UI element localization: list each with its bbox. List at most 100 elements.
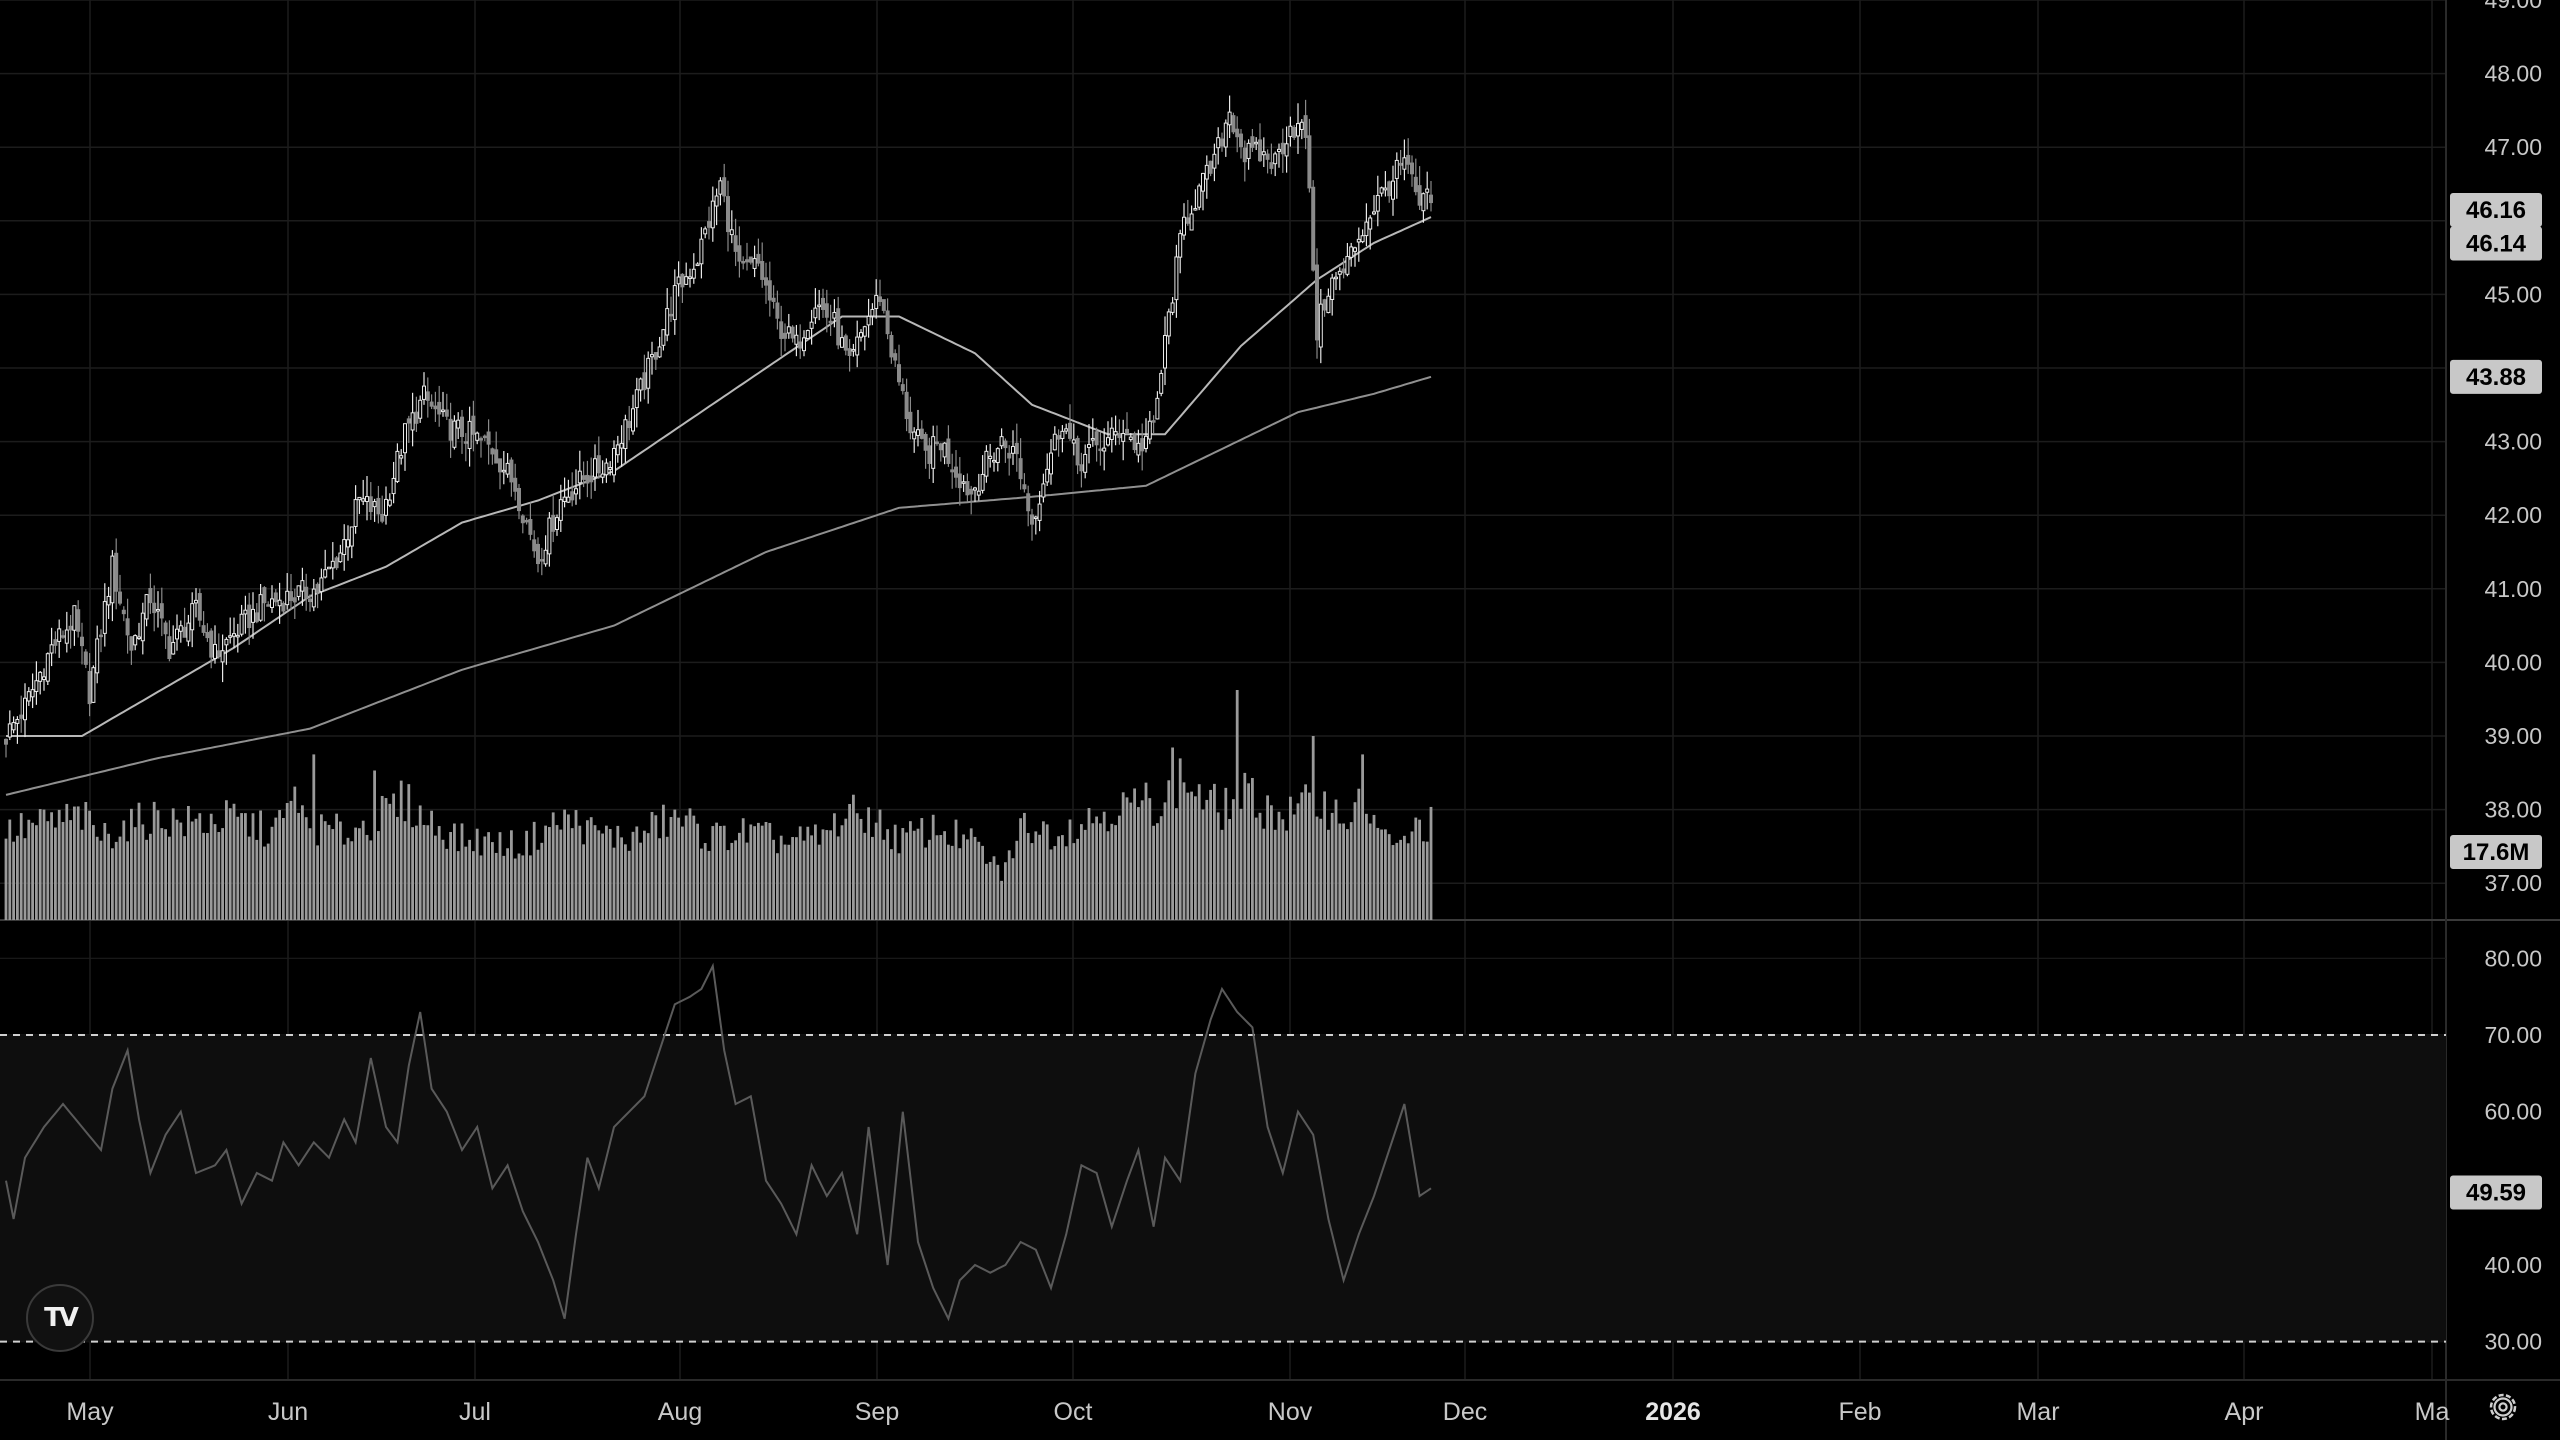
volume-bar [662,804,665,920]
candle-body [1071,439,1076,444]
candle-body [1178,233,1183,258]
volume-bar [1095,816,1098,920]
volume-bar [441,839,445,920]
volume-bar [669,817,673,920]
candle-body [254,612,259,623]
candle-body [1109,427,1114,440]
volume-bar [1148,798,1152,920]
volume-bar [1327,829,1330,920]
volume-bar [605,825,608,920]
volume-bar [274,817,278,920]
candle-body [688,276,692,279]
settings-gear-icon[interactable] [2486,1390,2520,1424]
volume-bar [1414,817,1418,920]
volume-bar [1216,812,1220,920]
candle-body [1280,142,1285,155]
candle-body [604,462,609,476]
volume-bar [1330,812,1334,920]
candle-body [1239,133,1243,148]
volume-bar [555,825,559,920]
candle-body [1273,153,1278,165]
candle-body [1087,444,1091,448]
volume-bar [190,821,194,920]
price-tick-label: 43.00 [2484,429,2542,455]
candle-body [665,308,670,336]
candle-body [950,469,955,473]
volume-bar [570,828,574,920]
candle-body [273,592,278,603]
candle-body [623,419,628,450]
candle-body [669,313,673,317]
candle-body [91,667,96,703]
volume-bar [88,810,91,920]
volume-bar [916,828,920,920]
candle-body [30,689,35,698]
volume-bar [1125,797,1129,920]
candle-body [1026,493,1031,512]
volume-bar [639,842,642,920]
volume-bar [118,836,122,920]
volume-bar [194,818,198,920]
volume-bar [209,813,213,920]
volume-bar [308,828,312,920]
candle-body [99,634,103,638]
candle-body [1121,433,1126,442]
candle-body [608,467,613,470]
candle-body [1326,295,1331,314]
candle-body [182,626,187,638]
volume-bar [1144,782,1148,920]
volume-bar [802,840,806,920]
candle-body [1037,503,1042,521]
volume-bar [217,832,221,920]
candle-body [319,577,324,593]
volume-bar [1034,831,1038,920]
volume-bar [1334,799,1338,920]
candle-body [1417,185,1422,206]
volume-bar [84,802,88,920]
volume-bar [977,841,981,920]
volume-bar [1395,842,1399,920]
moving-average-line [6,216,1432,737]
price-tick-label: 45.00 [2484,281,2542,307]
volume-bar [969,828,973,920]
candle-body [15,719,20,724]
candle-body [281,602,286,612]
volume-bar [418,805,422,920]
volume-bar [354,827,357,920]
volume-bar [251,813,255,920]
candle-body [1261,151,1266,156]
volume-bar [1315,816,1319,920]
volume-bar [247,836,251,920]
candle-body [862,326,867,337]
candle-body [1425,188,1430,193]
volume-bar [365,834,369,920]
candle-body [1235,128,1240,138]
volume-bar [1053,846,1057,920]
candle-body [650,354,654,358]
candle-body [266,604,271,607]
candle-body [874,294,879,309]
volume-bar [266,843,270,920]
volume-bar [688,808,692,920]
candle-body [1360,235,1365,243]
volume-bar [665,836,669,920]
candle-body [448,418,453,441]
candle-body [34,680,39,692]
candle-body [429,401,434,407]
candle-body [802,337,806,352]
candle-body [779,321,784,339]
volume-bar [1072,843,1076,920]
volume-bar [206,833,209,920]
candle-body [1060,430,1065,439]
candle-body [23,697,27,721]
candle-body [520,515,525,524]
volume-bar [867,807,870,920]
volume-bar [46,821,50,920]
candle-body [1090,438,1095,441]
candle-body [1083,453,1088,473]
candle-body [1413,176,1418,193]
tradingview-logo[interactable]: TV [26,1284,94,1352]
volume-bar [464,846,468,920]
